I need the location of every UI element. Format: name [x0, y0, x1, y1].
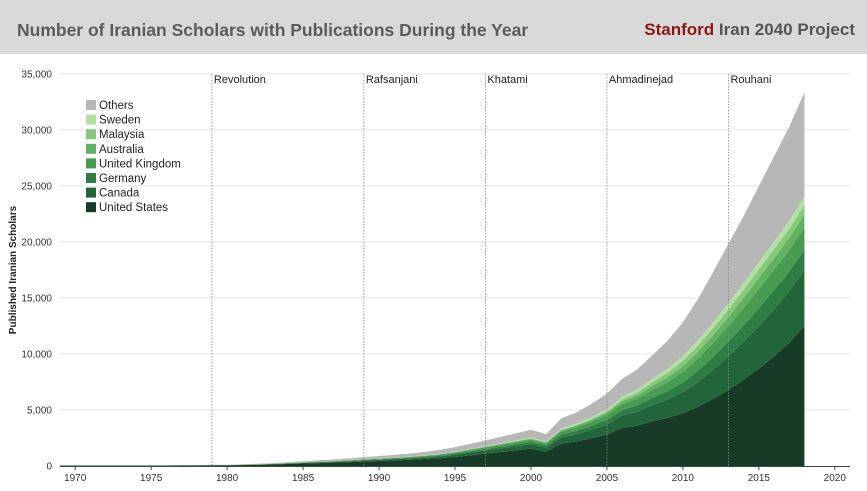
legend: Others Sweden Malaysia Australia United King… [86, 100, 181, 214]
x-tick-label: 2015 [748, 473, 771, 484]
y-tick-label: 15,000 [21, 294, 52, 305]
stacked-area-chart: Revolution Rafsanjani Khatami Ahmadinejad Ro… [8, 70, 850, 484]
x-tick-label: 2000 [520, 473, 543, 484]
y-tick-label: 20,000 [21, 238, 52, 249]
axes: 0 5,000 10,000 15,000 20,000 25,000 30,000 35,0… [21, 70, 850, 484]
area-series [60, 92, 805, 466]
legend-label: Australia [99, 144, 144, 156]
y-axis-label: Published Iranian Scholars [8, 205, 19, 334]
x-tick-label: 1980 [216, 473, 239, 484]
event-label: Rouhani [730, 74, 771, 86]
x-tick-label: 2005 [596, 473, 619, 484]
x-tick-label: 1985 [292, 473, 315, 484]
y-tick-label: 30,000 [21, 126, 52, 137]
legend-label: Sweden [99, 115, 141, 127]
legend-swatch [86, 173, 96, 183]
y-tick-label: 35,000 [21, 70, 52, 81]
chart-title: Number of Iranian Scholars with Publicat… [17, 20, 529, 40]
event-label: Revolution [214, 74, 266, 86]
legend-swatch [86, 202, 96, 213]
x-tick-label: 1970 [64, 473, 87, 484]
legend-label: United States [99, 202, 168, 214]
x-tick-label: 1975 [140, 473, 163, 484]
event-label: Rafsanjani [366, 74, 418, 86]
y-tick-label: 0 [46, 462, 52, 473]
x-tick-label: 2010 [672, 473, 695, 484]
legend-swatch [86, 114, 96, 125]
legend-label: Canada [99, 188, 140, 200]
y-tick-label: 10,000 [21, 350, 52, 361]
legend-label: Others [99, 100, 134, 112]
legend-swatch [86, 100, 96, 110]
brand-logo: Stanford Iran 2040 Project [644, 20, 855, 40]
chart-header: Number of Iranian Scholars with Publicat… [0, 0, 867, 54]
legend-label: United Kingdom [99, 158, 181, 170]
area-united-states [60, 326, 805, 466]
brand-stanford: Stanford [644, 20, 715, 39]
x-tick-label: 1990 [368, 473, 391, 484]
event-label: Ahmadinejad [609, 74, 673, 86]
event-markers: Revolution Rafsanjani Khatami Ahmadinejad Ro… [211, 74, 771, 466]
x-tick-label: 1995 [444, 473, 467, 484]
legend-swatch [86, 187, 96, 198]
y-tick-label: 5,000 [27, 406, 52, 417]
legend-swatch [86, 158, 96, 169]
x-tick-label: 2020 [824, 473, 847, 484]
event-label: Khatami [487, 74, 527, 86]
legend-swatch [86, 143, 96, 154]
gridlines [60, 73, 850, 411]
legend-label: Malaysia [99, 129, 145, 141]
legend-swatch [86, 129, 96, 140]
y-tick-label: 25,000 [21, 182, 52, 193]
brand-project: Iran 2040 Project [714, 20, 855, 39]
legend-label: Germany [99, 173, 147, 185]
